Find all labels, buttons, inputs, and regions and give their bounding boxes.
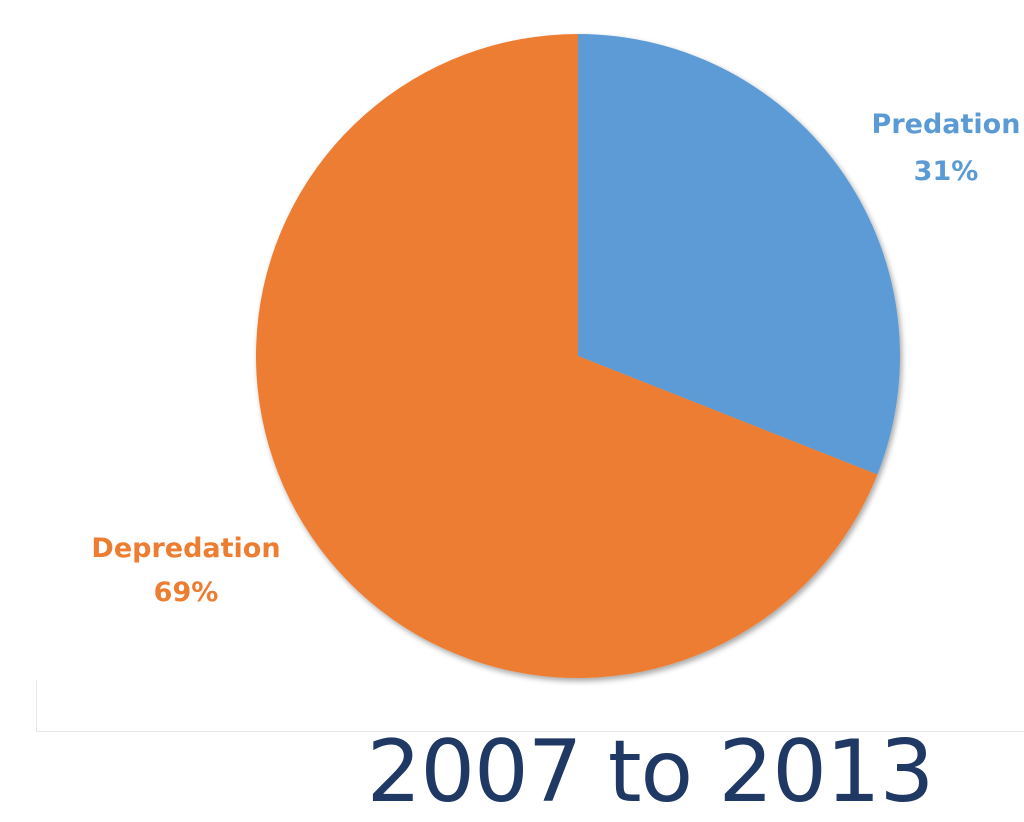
slice-value-depredation: 69% <box>154 577 219 608</box>
slice-label-depredation: Depredation <box>91 533 280 564</box>
chart-frame <box>36 680 1024 732</box>
slice-label-predation: Predation <box>872 109 1021 140</box>
chart-caption: 2007 to 2013 <box>366 722 935 822</box>
pie-slice-predation <box>578 34 900 475</box>
slice-value-predation: 31% <box>914 156 979 187</box>
pie-slice-depredation <box>255 34 878 679</box>
